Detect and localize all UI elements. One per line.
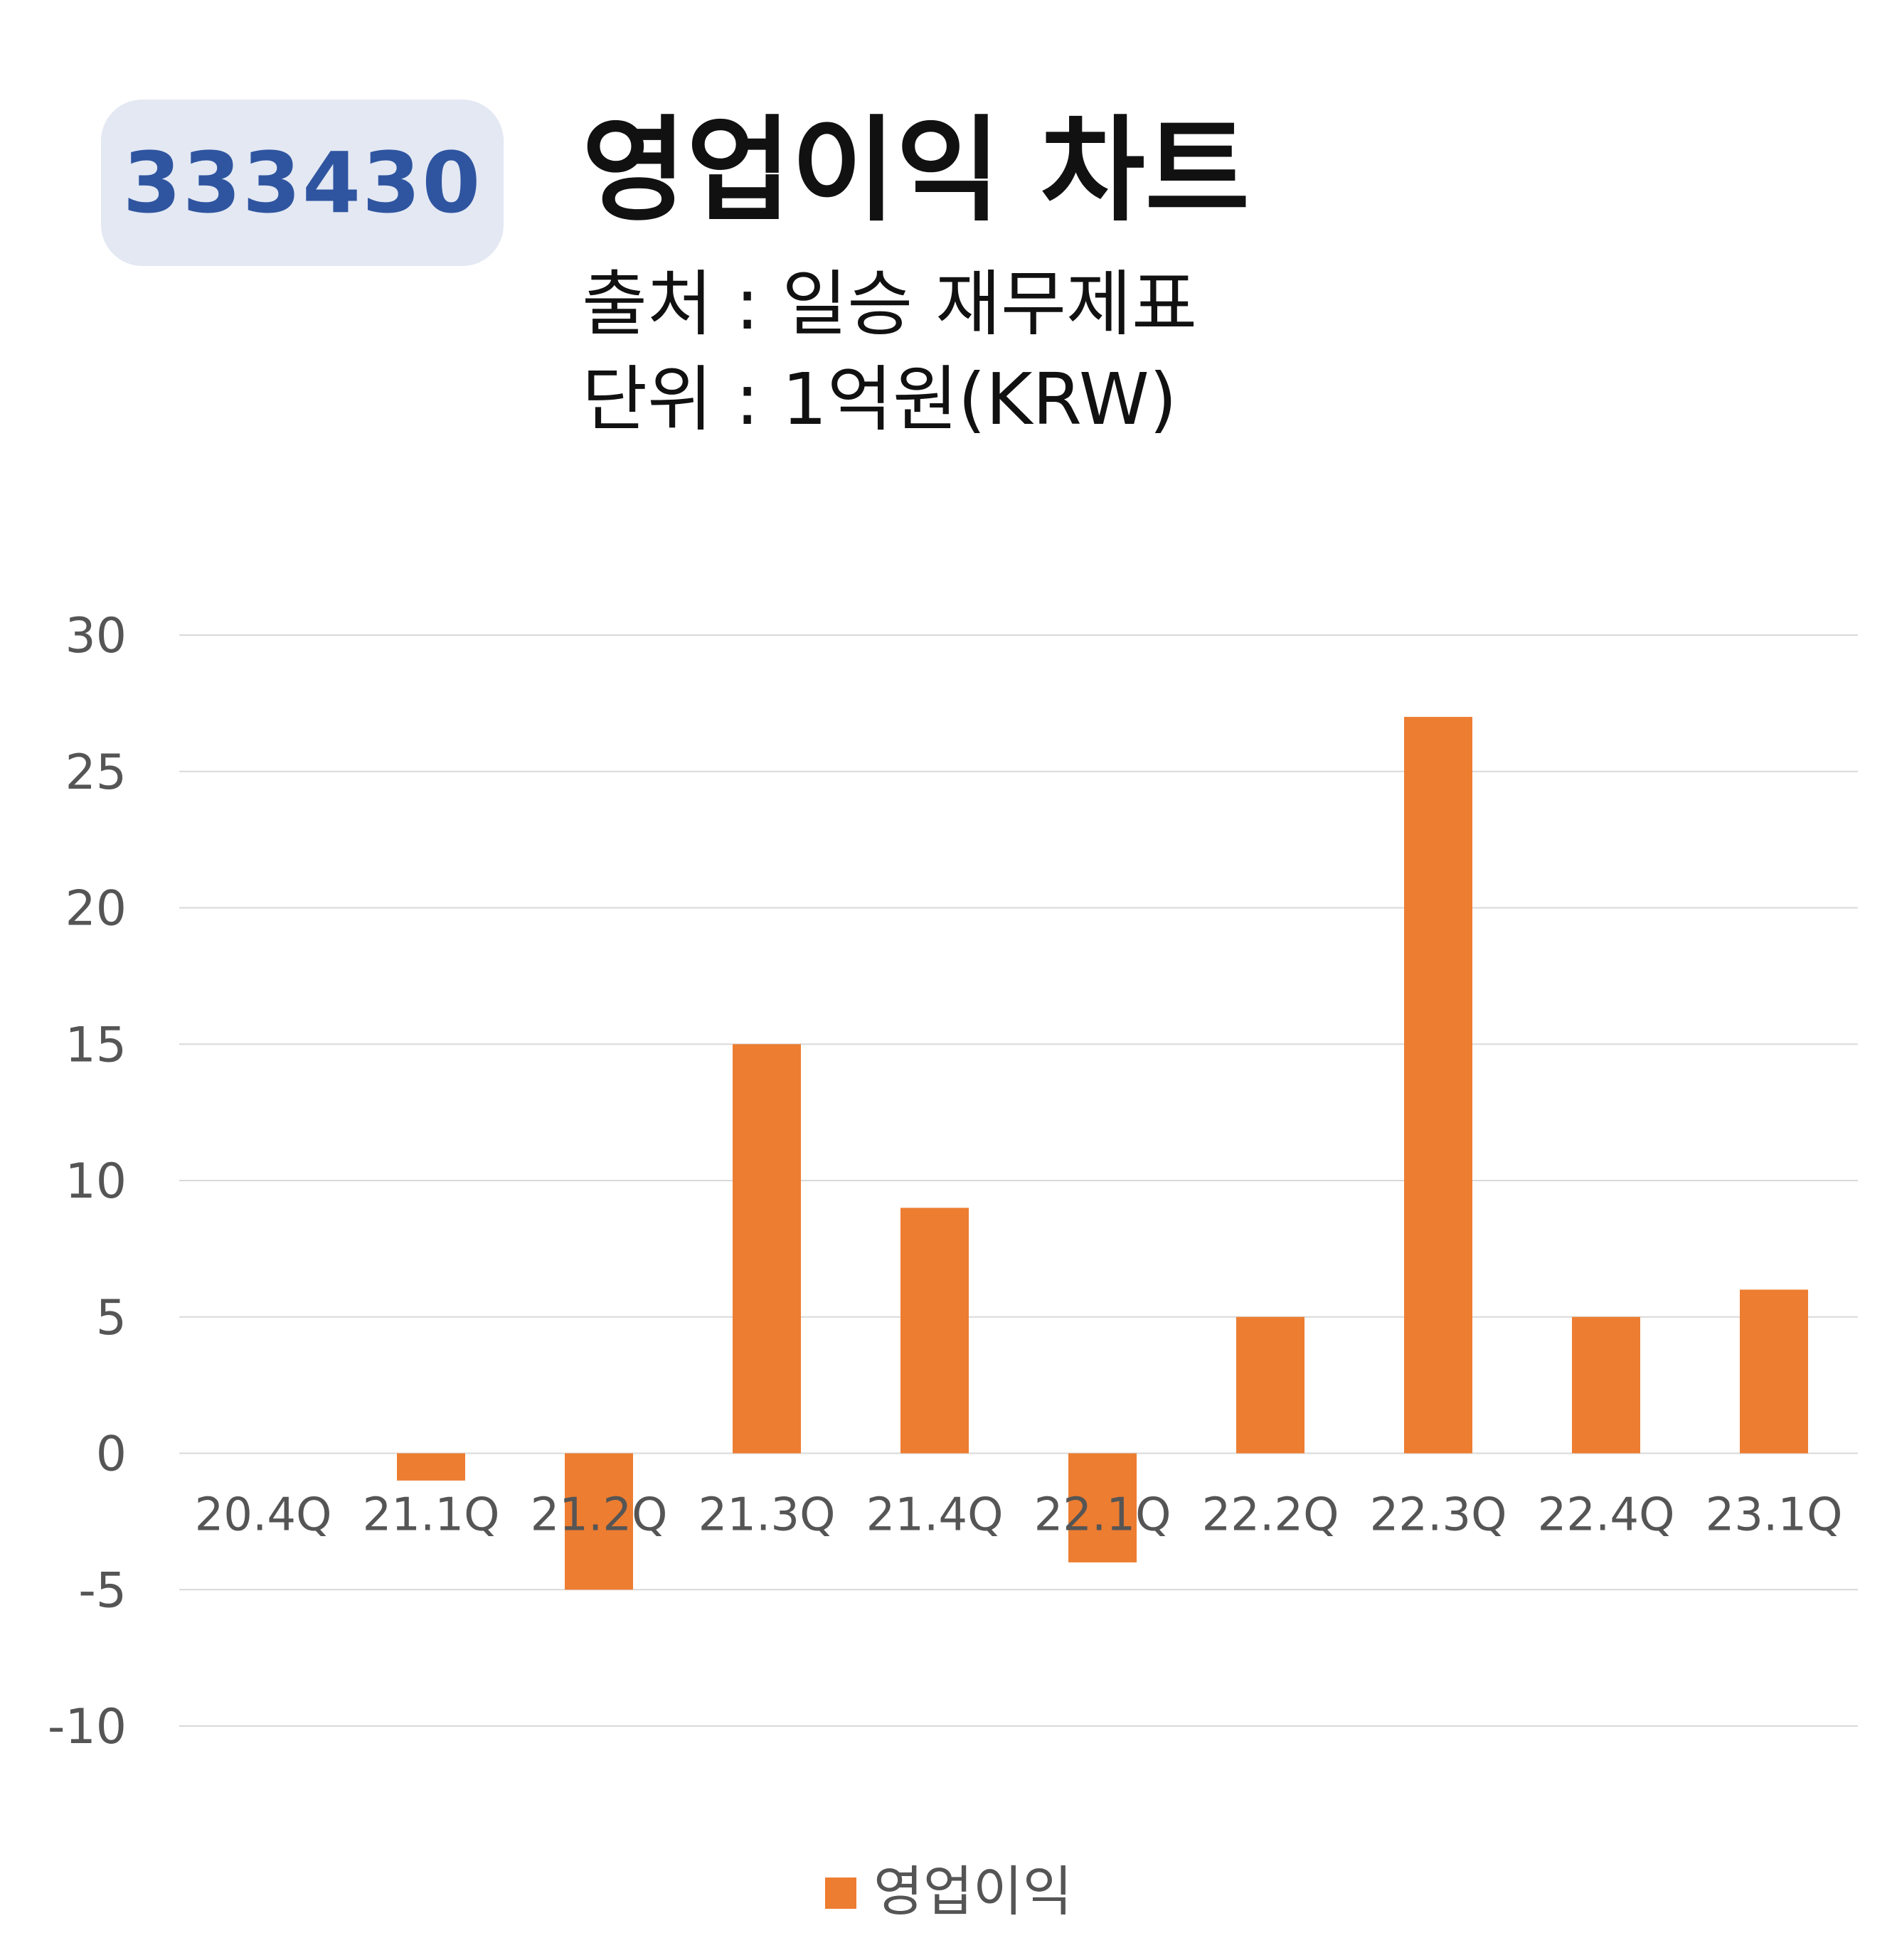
y-tick-label: 5 bbox=[96, 1290, 127, 1346]
legend: 영업이익 bbox=[825, 1860, 1073, 1923]
bar-22.1Q bbox=[1068, 1453, 1137, 1562]
x-tick-label: 22.4Q bbox=[1538, 1489, 1675, 1542]
y-tick-label: -5 bbox=[78, 1562, 127, 1619]
x-tick-label: 21.3Q bbox=[698, 1489, 836, 1542]
bar-21.1Q bbox=[397, 1453, 465, 1481]
x-tick-label: 20.4Q bbox=[195, 1489, 332, 1542]
y-tick-label: -10 bbox=[48, 1699, 127, 1755]
stock-code-badge: 333430 bbox=[101, 100, 504, 266]
stock-code: 333430 bbox=[122, 134, 482, 232]
x-tick-label: 23.1Q bbox=[1706, 1489, 1843, 1542]
bars bbox=[397, 717, 1808, 1590]
bar-21.2Q bbox=[565, 1453, 633, 1590]
y-tick-label: 25 bbox=[65, 745, 127, 801]
x-tick-label: 21.1Q bbox=[363, 1489, 500, 1542]
x-tick-label: 22.3Q bbox=[1370, 1489, 1507, 1542]
x-tick-label: 22.2Q bbox=[1202, 1489, 1339, 1542]
y-tick-label: 0 bbox=[96, 1427, 127, 1483]
unit-label: 단위 : 1억원(KRW) bbox=[582, 358, 1177, 441]
bar-22.3Q bbox=[1404, 717, 1472, 1454]
bar-23.1Q bbox=[1740, 1289, 1808, 1454]
bar-22.4Q bbox=[1572, 1316, 1640, 1454]
y-tick-label: 30 bbox=[65, 608, 127, 664]
legend-label: 영업이익 bbox=[873, 1860, 1073, 1923]
legend-swatch bbox=[825, 1878, 856, 1909]
x-tick-label: 21.4Q bbox=[866, 1489, 1004, 1542]
y-tick-label: 10 bbox=[65, 1154, 127, 1210]
y-axis-ticks: 30 25 20 15 10 5 0 -5 -10 bbox=[48, 608, 127, 1755]
y-tick-label: 20 bbox=[65, 881, 127, 937]
bar-21.3Q bbox=[733, 1044, 801, 1454]
x-tick-label: 22.1Q bbox=[1034, 1489, 1171, 1542]
chart-title: 영업이익 차트 bbox=[582, 104, 1250, 237]
x-tick-label: 21.2Q bbox=[531, 1489, 668, 1542]
gridlines bbox=[179, 634, 1858, 1727]
y-tick-label: 15 bbox=[65, 1017, 127, 1073]
bar-21.4Q bbox=[900, 1208, 969, 1454]
x-axis-ticks: 20.4Q 21.1Q 21.2Q 21.3Q 21.4Q 22.1Q 22.2Q 22.3Q… bbox=[195, 1489, 1843, 1542]
bar-22.2Q bbox=[1236, 1316, 1304, 1454]
source-label: 출처 : 일승 재무제표 bbox=[582, 262, 1198, 346]
